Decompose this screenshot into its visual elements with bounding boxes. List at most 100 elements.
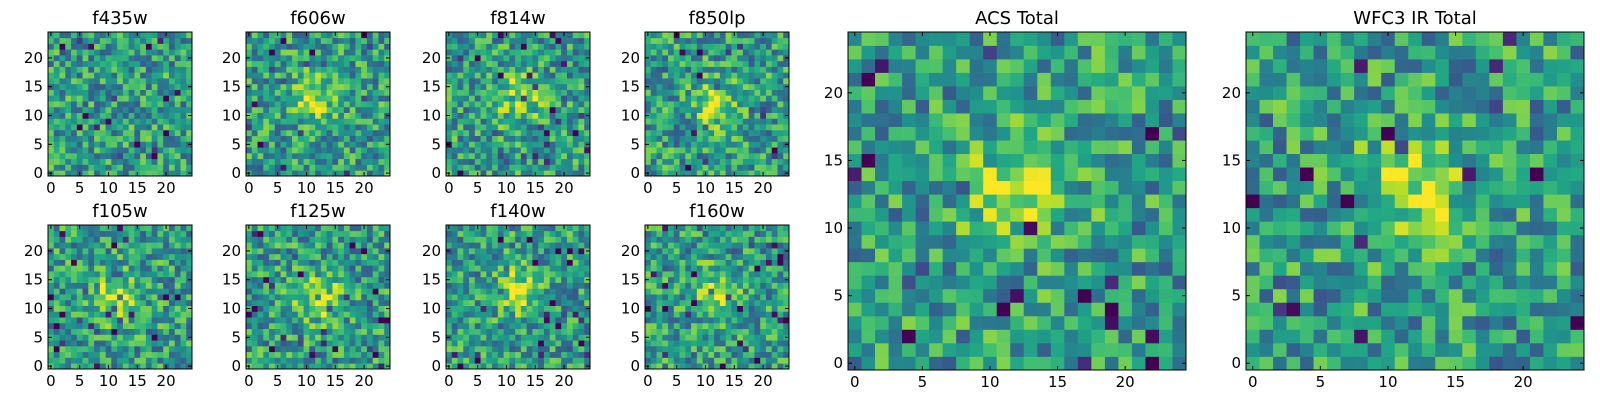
heatmap-cell: [134, 340, 141, 347]
heatmap-cell: [94, 141, 101, 148]
heatmap-cell: [572, 351, 579, 358]
heatmap-cell: [257, 55, 264, 62]
heatmap-cell: [561, 118, 568, 125]
heatmap-cell: [702, 311, 709, 318]
heatmap-cell: [777, 158, 784, 165]
heatmap-cell: [497, 124, 504, 131]
heatmap-cell: [65, 112, 72, 119]
heatmap-cell: [714, 60, 721, 67]
heatmap-cell: [760, 317, 767, 324]
heatmap-cell: [532, 83, 539, 90]
heatmap-cell: [48, 340, 55, 347]
heatmap-cell: [286, 271, 293, 278]
heatmap-cell: [99, 305, 106, 312]
heatmap-cell: [650, 32, 657, 39]
heatmap-cell: [157, 288, 164, 295]
heatmap-cell: [742, 55, 750, 62]
heatmap-cell: [446, 230, 453, 237]
heatmap-cell: [53, 345, 60, 353]
heatmap-cell: [140, 299, 147, 306]
heatmap-cell: [180, 265, 187, 272]
heatmap-cell: [71, 72, 78, 79]
heatmap-cell: [446, 60, 453, 67]
heatmap-cell: [754, 37, 761, 44]
heatmap-cell: [714, 101, 721, 108]
heatmap-cell: [754, 49, 761, 56]
heatmap-cell: [714, 43, 721, 50]
heatmap-cell: [474, 37, 481, 44]
heatmap-cell: [111, 230, 118, 237]
heatmap-cell: [326, 37, 333, 44]
heatmap-cell: [157, 158, 164, 165]
heatmap-cell: [151, 276, 158, 283]
heatmap-cell: [366, 49, 374, 56]
heatmap-cell: [584, 253, 591, 260]
heatmap-cell: [59, 170, 66, 177]
heatmap-cell: [719, 363, 726, 370]
heatmap-cell: [99, 129, 106, 137]
heatmap-cell: [128, 147, 135, 154]
heatmap-cell: [543, 66, 551, 73]
heatmap-cell: [771, 322, 778, 330]
heatmap-cell: [714, 95, 721, 102]
heatmap-cell: [503, 334, 510, 341]
heatmap-cell: [497, 357, 504, 364]
heatmap-cell: [338, 242, 345, 249]
heatmap-cell: [274, 118, 281, 125]
heatmap-cell: [742, 363, 750, 370]
axes-frame: [245, 224, 391, 370]
heatmap-cell: [269, 322, 276, 330]
heatmap-cell: [59, 351, 66, 358]
heatmap-cell: [338, 83, 345, 90]
heatmap-cell: [140, 345, 147, 353]
heatmap-cell: [59, 112, 66, 119]
heatmap-cell: [292, 95, 299, 102]
heatmap-cell: [315, 164, 322, 171]
heatmap-cell: [679, 340, 686, 347]
heatmap-cell: [492, 242, 499, 249]
heatmap-cell: [48, 253, 55, 260]
heatmap-cell: [679, 357, 686, 364]
heatmap-cell: [274, 253, 281, 260]
heatmap-cell: [361, 351, 368, 358]
heatmap-cell: [151, 299, 158, 306]
heatmap-cell: [82, 147, 89, 154]
heatmap-cell: [469, 112, 476, 119]
heatmap-cell: [572, 72, 579, 79]
heatmap-cell: [673, 124, 680, 131]
heatmap-cell: [748, 170, 755, 177]
heatmap-cell: [297, 322, 304, 330]
heatmap-cell: [140, 305, 147, 312]
heatmap-cell: [326, 259, 333, 266]
heatmap-cell: [543, 55, 551, 62]
heatmap-cell: [714, 351, 721, 358]
heatmap-cell: [378, 37, 385, 44]
heatmap-cell: [105, 141, 112, 148]
heatmap-cell: [503, 89, 510, 96]
heatmap-cell: [71, 170, 78, 177]
heatmap-cell: [765, 78, 773, 85]
heatmap-cell: [338, 265, 345, 272]
heatmap-cell: [783, 95, 790, 102]
heatmap-cell: [714, 32, 721, 39]
heatmap-cell: [174, 282, 181, 289]
heatmap-cell: [53, 311, 60, 318]
heatmap-cell: [338, 259, 345, 266]
heatmap-cell: [105, 236, 112, 243]
heatmap-cell: [446, 152, 453, 160]
heatmap-cell: [668, 49, 675, 56]
heatmap-cell: [555, 78, 562, 85]
heatmap-cell: [372, 328, 379, 335]
heatmap-cell: [509, 259, 516, 266]
heatmap-cell: [88, 106, 95, 113]
heatmap-cell: [163, 311, 170, 318]
heatmap-cell: [257, 236, 264, 243]
heatmap-cell: [174, 317, 181, 324]
heatmap-cell: [509, 271, 516, 278]
heatmap-cell: [549, 141, 556, 148]
heatmap-cell: [343, 271, 351, 278]
heatmap-cell: [737, 32, 744, 39]
heatmap-cell: [186, 66, 193, 73]
heatmap-cell: [180, 334, 187, 341]
heatmap-cell: [269, 141, 276, 148]
